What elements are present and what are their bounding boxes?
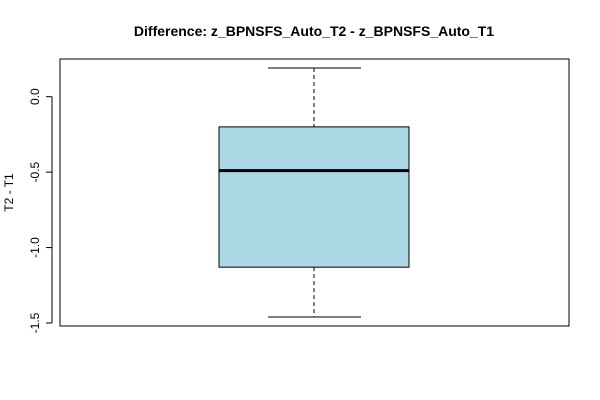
y-axis-label: T2 - T1 (2, 173, 16, 212)
chart-title: Difference: z_BPNSFS_Auto_T2 - z_BPNSFS_… (134, 23, 494, 39)
y-tick-label: -1.0 (28, 237, 42, 258)
plot-frame (59, 58, 570, 327)
y-tick-label: -0.5 (28, 161, 42, 182)
y-axis: 0.0 -0.5 -1.0 -1.5 (28, 88, 53, 333)
iqr-box (218, 126, 410, 268)
y-ticks: 0.0 -0.5 -1.0 -1.5 (28, 88, 52, 333)
y-tick-label: 0.0 (28, 88, 42, 105)
y-tick-label: -1.5 (28, 312, 42, 333)
boxplot (218, 67, 410, 318)
